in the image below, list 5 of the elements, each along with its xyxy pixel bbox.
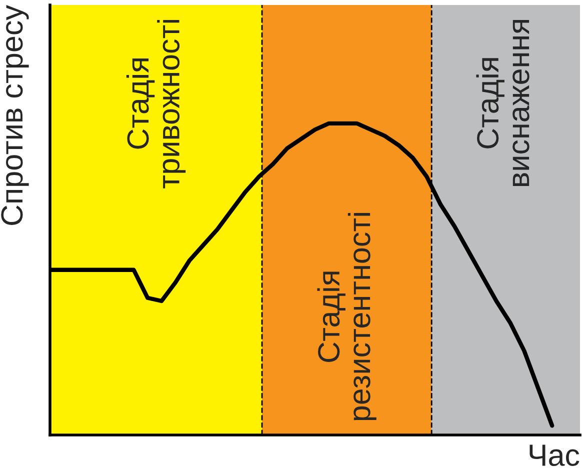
annotation: Стадія виснаження — [476, 20, 530, 186]
x-axis-title: Час — [530, 444, 580, 466]
annotation: Стадія тривожності — [126, 20, 186, 188]
annotation: Стадія резистентності — [317, 213, 376, 420]
y-axis-title: Спротив стресу — [1, 5, 29, 225]
